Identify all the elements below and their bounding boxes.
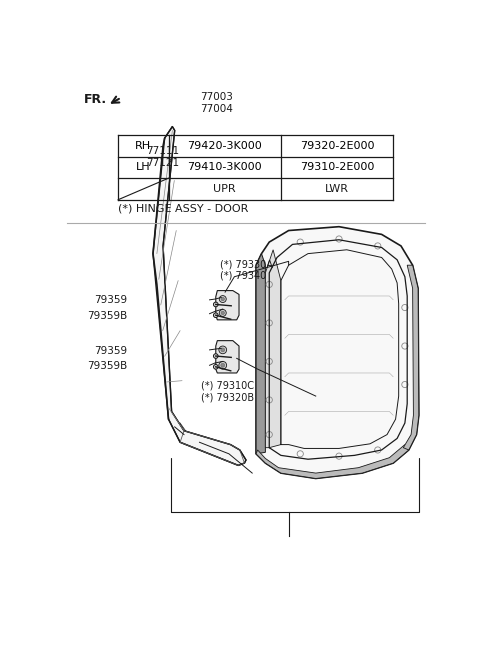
Polygon shape [256, 254, 265, 454]
Text: (*) HINGE ASSY - DOOR: (*) HINGE ASSY - DOOR [118, 204, 249, 214]
Circle shape [221, 311, 225, 315]
Text: RH: RH [135, 141, 151, 151]
Text: (*) 79330A
(*) 79340: (*) 79330A (*) 79340 [220, 260, 273, 281]
Text: 77003
77004: 77003 77004 [200, 93, 233, 114]
Circle shape [221, 348, 225, 351]
Text: 79320-2E000: 79320-2E000 [300, 141, 374, 151]
Circle shape [221, 363, 225, 367]
Text: (*) 79310C
(*) 79320B: (*) 79310C (*) 79320B [202, 380, 254, 402]
Circle shape [219, 361, 227, 369]
Polygon shape [403, 265, 419, 450]
Polygon shape [216, 290, 239, 320]
Text: LWR: LWR [325, 184, 349, 194]
Text: 79359: 79359 [94, 296, 127, 306]
Circle shape [219, 346, 227, 353]
Text: FR.: FR. [84, 93, 108, 106]
Text: 79310-2E000: 79310-2E000 [300, 162, 374, 172]
Circle shape [214, 353, 218, 358]
Text: 79410-3K000: 79410-3K000 [187, 162, 262, 172]
Circle shape [214, 302, 218, 307]
Text: UPR: UPR [214, 184, 236, 194]
Text: 77111
77121: 77111 77121 [146, 147, 179, 168]
Text: LH: LH [136, 162, 151, 172]
Polygon shape [265, 250, 281, 447]
Text: 79420-3K000: 79420-3K000 [187, 141, 262, 151]
Polygon shape [256, 445, 409, 478]
Text: 79359: 79359 [94, 346, 127, 355]
Polygon shape [216, 340, 239, 373]
Text: 79359B: 79359B [87, 361, 127, 371]
Circle shape [214, 365, 218, 369]
Polygon shape [153, 127, 246, 465]
Circle shape [219, 296, 226, 302]
Polygon shape [256, 227, 419, 478]
Circle shape [221, 298, 225, 301]
Text: 79359B: 79359B [87, 311, 127, 321]
Circle shape [214, 313, 218, 317]
Circle shape [219, 309, 226, 317]
